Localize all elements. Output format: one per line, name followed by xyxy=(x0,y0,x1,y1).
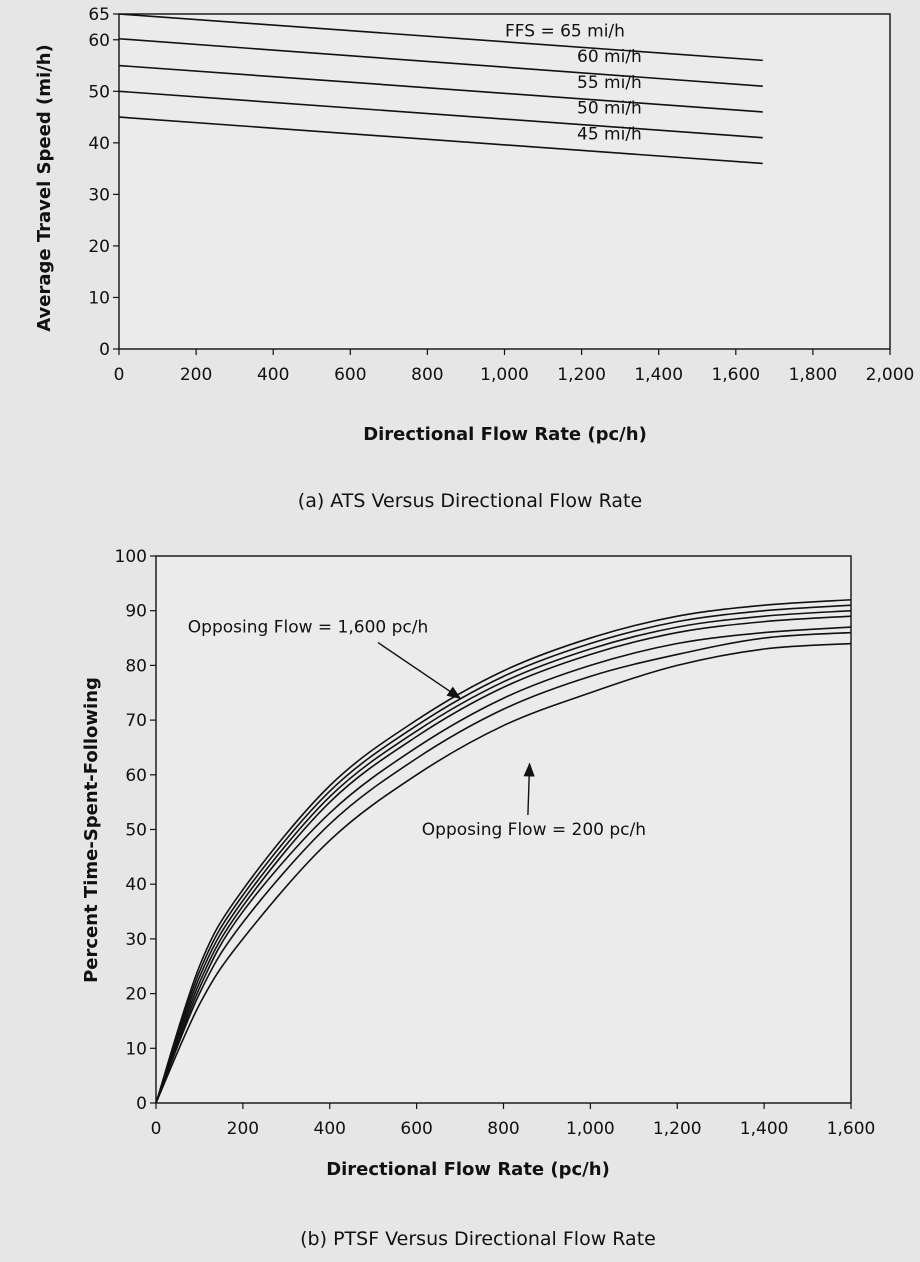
y-tick-label: 60 xyxy=(88,31,110,51)
y-tick-label: 65 xyxy=(88,5,110,25)
opposing-flow-annotation: Opposing Flow = 1,600 pc/h xyxy=(188,618,428,638)
x-tick-label: 1,200 xyxy=(557,365,606,385)
x-tick-label: 600 xyxy=(400,1119,432,1139)
chart-b-x-axis-title: Directional Flow Rate (pc/h) xyxy=(326,1159,610,1180)
ats-series-line xyxy=(118,116,763,165)
chart-a-plot-area xyxy=(118,13,891,350)
annotation-arrow xyxy=(523,762,535,815)
chart-a-series xyxy=(118,13,763,165)
y-tick-label: 30 xyxy=(125,930,147,950)
y-tick-label: 10 xyxy=(88,288,110,308)
x-tick-label: 400 xyxy=(314,1119,346,1139)
x-tick-label: 1,400 xyxy=(634,365,683,385)
ats-series-label: 60 mi/h xyxy=(577,47,642,67)
y-tick-label: 80 xyxy=(125,656,147,676)
y-tick-label: 10 xyxy=(125,1039,147,1059)
x-tick-label: 800 xyxy=(487,1119,519,1139)
y-tick-label: 30 xyxy=(88,185,110,205)
x-tick-label: 0 xyxy=(114,365,125,385)
chart-a-x-axis-title: Directional Flow Rate (pc/h) xyxy=(363,424,647,445)
ptsf-series-curve xyxy=(155,642,852,1104)
chart-b-y-axis: 0 10 20 30 40 50 60 70 80 90 100 xyxy=(115,547,156,1114)
y-tick-label: 0 xyxy=(99,340,110,360)
y-tick-label: 100 xyxy=(115,547,147,567)
x-tick-label: 1,000 xyxy=(566,1119,615,1139)
x-tick-label: 1,000 xyxy=(480,365,529,385)
ats-series-label: 45 mi/h xyxy=(577,124,642,144)
chart-b-series xyxy=(155,598,852,1104)
y-tick-label: 0 xyxy=(136,1094,147,1114)
chart-b: 0 200 400 600 800 1,000 1,200 1,400 1,600 0 10 20 3… xyxy=(81,547,875,1250)
ptsf-series-curve xyxy=(155,598,852,1104)
chart-a: 0 200 400 600 800 1,000 1,200 1,400 1,600 1,800 2,… xyxy=(34,5,914,512)
x-tick-label: 200 xyxy=(227,1119,259,1139)
chart-b-caption: (b) PTSF Versus Directional Flow Rate xyxy=(300,1228,656,1250)
x-tick-label: 400 xyxy=(257,365,289,385)
ptsf-series-curve xyxy=(155,604,852,1104)
x-tick-label: 1,600 xyxy=(827,1119,876,1139)
ats-series-line xyxy=(118,13,763,62)
opposing-flow-annotation: Opposing Flow = 200 pc/h xyxy=(422,820,646,840)
ptsf-series-curve xyxy=(155,609,852,1104)
chart-a-caption: (a) ATS Versus Directional Flow Rate xyxy=(298,490,642,512)
y-tick-label: 60 xyxy=(125,766,147,786)
x-tick-label: 0 xyxy=(151,1119,162,1139)
chart-a-y-axis: 0 10 20 30 40 50 60 65 xyxy=(88,5,119,360)
ats-series-label: 50 mi/h xyxy=(577,99,642,119)
ats-series-label: 55 mi/h xyxy=(577,73,642,93)
chart-a-series-labels: FFS = 65 mi/h 60 mi/h 55 mi/h 50 mi/h 45 mi/… xyxy=(505,21,642,144)
ptsf-series-curve xyxy=(155,626,852,1104)
y-tick-label: 70 xyxy=(125,711,147,731)
y-tick-label: 50 xyxy=(125,821,147,841)
x-tick-label: 1,800 xyxy=(789,365,838,385)
x-tick-label: 200 xyxy=(180,365,212,385)
x-tick-label: 1,600 xyxy=(711,365,760,385)
ats-series-label: FFS = 65 mi/h xyxy=(505,21,625,41)
x-tick-label: 1,400 xyxy=(740,1119,789,1139)
ptsf-series-curve xyxy=(155,631,852,1104)
y-tick-label: 40 xyxy=(88,134,110,154)
y-tick-label: 90 xyxy=(125,602,147,622)
ats-series-line xyxy=(118,64,763,113)
x-tick-label: 800 xyxy=(411,365,443,385)
chart-a-y-axis-title: Average Travel Speed (mi/h) xyxy=(34,44,55,332)
chart-b-annotations: Opposing Flow = 1,600 pc/h Opposing Flow … xyxy=(188,618,646,840)
x-tick-label: 1,200 xyxy=(653,1119,702,1139)
chart-b-y-axis-title: Percent Time-Spent-Following xyxy=(81,677,102,983)
chart-a-x-axis: 0 200 400 600 800 1,000 1,200 1,400 1,600 1,800 2,… xyxy=(114,349,915,385)
y-tick-label: 50 xyxy=(88,82,110,102)
ats-series-line xyxy=(118,37,763,87)
x-tick-label: 2,000 xyxy=(866,365,915,385)
ats-series-line xyxy=(118,90,763,139)
y-tick-label: 20 xyxy=(88,237,110,257)
x-tick-label: 600 xyxy=(334,365,366,385)
annotation-arrow xyxy=(377,642,462,700)
y-tick-label: 40 xyxy=(125,875,147,895)
chart-b-plot-area xyxy=(155,555,852,1104)
chart-b-x-axis: 0 200 400 600 800 1,000 1,200 1,400 1,600 xyxy=(151,1103,876,1139)
ptsf-series-curve xyxy=(155,615,852,1104)
y-tick-label: 20 xyxy=(125,985,147,1005)
